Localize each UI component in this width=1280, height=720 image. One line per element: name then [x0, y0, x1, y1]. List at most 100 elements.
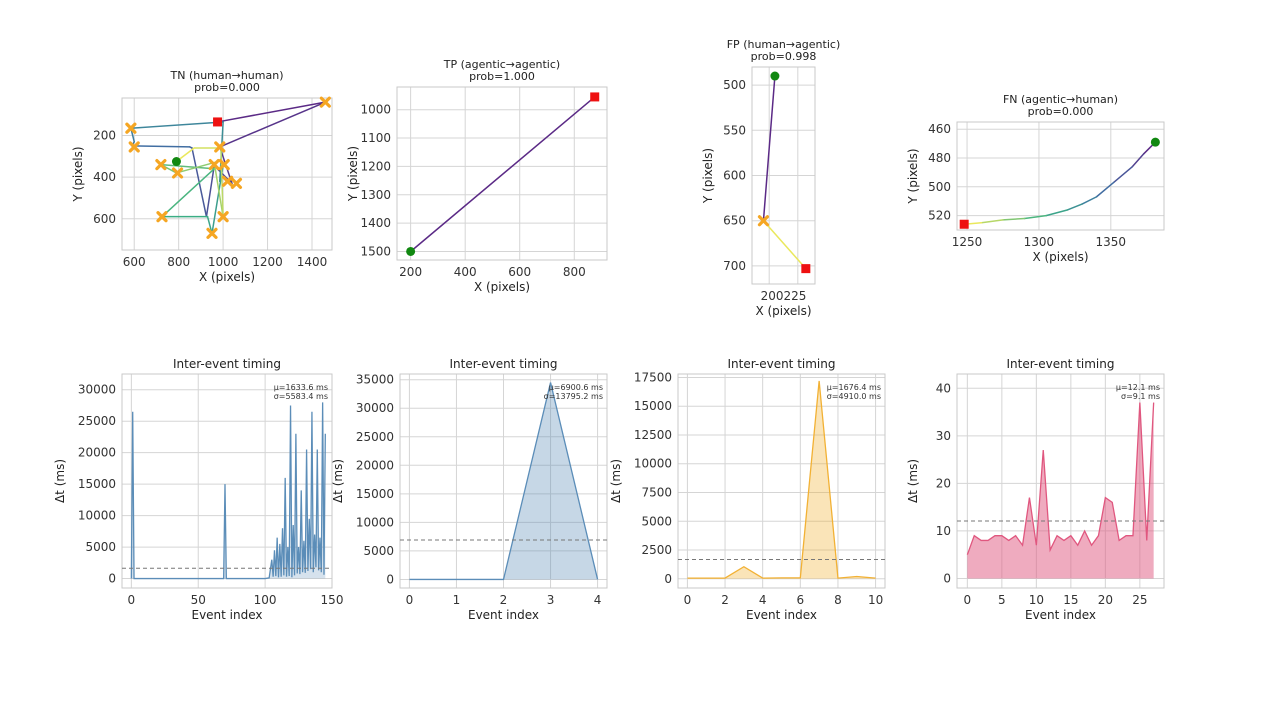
x-tick-label: 4: [594, 593, 602, 607]
stat-mean: μ=1676.4 ms: [827, 383, 881, 392]
plot-frame: [956, 373, 1165, 589]
x-tick-label: 0: [406, 593, 414, 607]
stat-sigma: σ=5583.4 ms: [274, 392, 328, 401]
chart-fp-path: 200225 500 550 600 650 700 X (pixels) Y (pixels…: [701, 38, 840, 318]
y-tick-label: 2500: [641, 543, 672, 557]
y-tick-label: 550: [723, 123, 746, 137]
x-tick-label: 200: [399, 265, 422, 279]
x-tick-label: 1000: [208, 255, 239, 269]
stat-mean: μ=12.1 ms: [1116, 383, 1160, 392]
y-tick-label: 7500: [641, 486, 672, 500]
y-tick-label: 1100: [360, 131, 391, 145]
path-segment: [216, 101, 327, 123]
path-segment: [1095, 181, 1115, 198]
waypoint-marker: [218, 159, 230, 171]
x-axis-label: Event index: [746, 608, 817, 622]
stat-mean: μ=1633.6 ms: [274, 383, 328, 392]
y-tick-label: 30000: [78, 383, 116, 397]
x-tick-label: 100: [254, 593, 277, 607]
y-axis-label: Y (pixels): [346, 146, 360, 202]
path-segment: [762, 75, 776, 222]
path-segment: [1002, 217, 1026, 221]
chart-title: TN (human→human): [170, 69, 284, 82]
chart-fn-path: 1250 1300 1350 460 480 500 520 X (pixels) Y (pix…: [906, 93, 1165, 264]
y-tick-label: 30: [936, 429, 951, 443]
y-tick-label: 460: [928, 122, 951, 136]
waypoint-marker: [206, 227, 218, 239]
y-tick-label: 15000: [356, 487, 394, 501]
path-segment: [980, 219, 1004, 224]
x-tick-label: 10: [1029, 593, 1044, 607]
timing-line: [966, 402, 1155, 555]
y-tick-label: 1400: [360, 216, 391, 230]
waypoint-marker: [217, 211, 229, 223]
waypoint-marker: [125, 122, 137, 134]
y-axis-label: Y (pixels): [71, 146, 85, 202]
y-tick-label: 25000: [78, 414, 116, 428]
end-marker: [213, 117, 223, 127]
x-tick-label: 1300: [1024, 235, 1055, 249]
y-tick-label: 1300: [360, 188, 391, 202]
chart-title: FN (agentic→human): [1003, 93, 1118, 106]
x-tick-label: 2: [721, 593, 729, 607]
x-axis-label: X (pixels): [755, 304, 811, 318]
x-axis-label: Event index: [468, 608, 539, 622]
x-tick-label: 1: [453, 593, 461, 607]
x-tick-label: 150: [321, 593, 344, 607]
chart-title: TP (agentic→agentic): [443, 58, 560, 71]
x-axis-label: X (pixels): [1032, 250, 1088, 264]
stat-mean: μ=6900.6 ms: [549, 383, 603, 392]
path-segment: [130, 121, 224, 129]
path-segment: [1045, 209, 1069, 217]
plot-frame: [121, 373, 333, 589]
path-segment: [1131, 152, 1145, 168]
x-tick-label: 600: [508, 265, 531, 279]
chart-subtitle: prob=0.000: [194, 81, 260, 94]
timing-area: [409, 382, 598, 580]
path-segment: [1112, 165, 1134, 184]
x-tick-label: 800: [167, 255, 190, 269]
y-tick-label: 5000: [85, 540, 116, 554]
x-tick-label: 8: [834, 593, 842, 607]
x-tick-label: 25: [1132, 593, 1147, 607]
x-axis-label: Event index: [191, 608, 262, 622]
y-tick-label: 500: [928, 180, 951, 194]
y-tick-label: 10000: [634, 457, 672, 471]
path-segment: [762, 219, 807, 270]
y-tick-label: 20000: [78, 446, 116, 460]
x-tick-label: 5: [998, 593, 1006, 607]
y-tick-label: 10000: [356, 515, 394, 529]
x-axis-label: X (pixels): [474, 280, 530, 294]
stat-sigma: σ=4910.0 ms: [827, 392, 881, 401]
waypoint-marker: [155, 159, 167, 171]
start-marker: [770, 71, 780, 81]
y-tick-label: 5000: [363, 544, 394, 558]
y-tick-label: 0: [386, 572, 394, 586]
y-axis-label: Δt (ms): [53, 459, 67, 503]
path-segment: [1066, 203, 1083, 211]
y-tick-label: 35000: [356, 373, 394, 387]
chart-tp-timing: 0 1 2 3 4 0 5000 10000 15000 20000 25000 30000 35000…: [331, 357, 608, 622]
path-segment: [213, 161, 224, 218]
x-tick-label: 1250: [952, 235, 983, 249]
start-marker: [406, 246, 416, 256]
path-segment: [161, 168, 215, 218]
y-tick-label: 400: [93, 170, 116, 184]
y-tick-label: 15000: [634, 399, 672, 413]
plot-frame: [396, 86, 608, 261]
x-tick-label: 1400: [297, 255, 328, 269]
waypoint-marker: [214, 141, 226, 153]
y-tick-label: 20000: [356, 458, 394, 472]
x-tick-label: 6: [796, 593, 804, 607]
y-axis-label: Δt (ms): [331, 459, 345, 503]
y-tick-label: 650: [723, 214, 746, 228]
x-tick-label: 600: [123, 255, 146, 269]
y-tick-label: 500: [723, 78, 746, 92]
x-tick-label: 1200: [252, 255, 283, 269]
y-axis-label: Δt (ms): [609, 459, 623, 503]
x-tick-label: 400: [454, 265, 477, 279]
path-segment: [131, 145, 191, 148]
waypoint-marker: [230, 177, 243, 189]
y-tick-label: 600: [93, 212, 116, 226]
chart-subtitle: prob=0.000: [1028, 105, 1094, 118]
